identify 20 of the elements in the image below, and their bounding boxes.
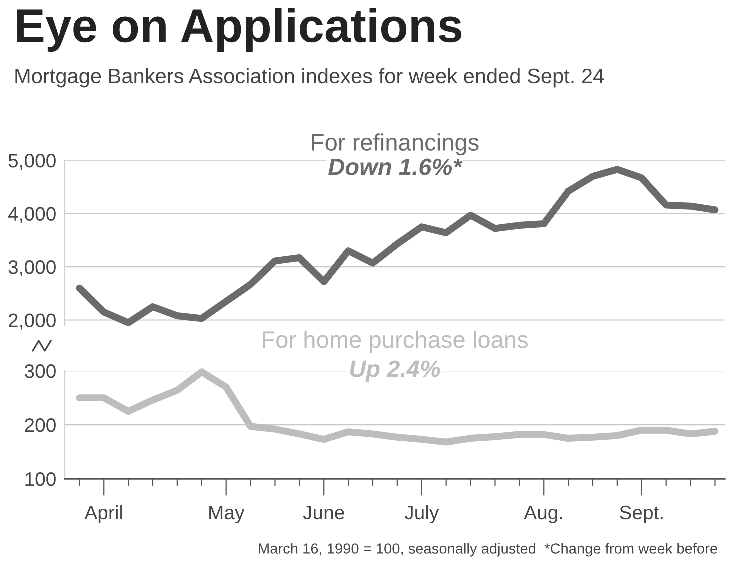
text: March 16, 1990 = 100, seasonally adjusted *Change from week before (259, 543, 718, 557)
text: For home purchase loans (263, 330, 528, 353)
x-tick-label: July (404, 505, 440, 524)
text: For refinancings (312, 134, 479, 156)
y-tick-label: 5,000 (8, 154, 56, 170)
chart-subtitle: Mortgage Bankers Association indexes for week ended Sept. 24 (16, 68, 604, 88)
x-tick-label: May (210, 506, 245, 524)
y-tick-label: 200 (25, 418, 56, 432)
y-tick-label: 300 (24, 364, 56, 378)
x-tick-label: June (303, 506, 344, 520)
y-tick-label: 100 (26, 472, 56, 486)
y-tick-label: 3,000 (8, 260, 56, 277)
annotation: Down 1.6%* (328, 158, 463, 176)
y-tick-label: 4,000 (8, 207, 56, 224)
x-tick-label: Sept. (620, 506, 663, 524)
chart-title: Eye on Applications (17, 8, 462, 52)
annotation: Up 2.4% (350, 360, 440, 382)
x-tick-label: Aug. (524, 506, 562, 524)
x-tick-label: April (84, 505, 122, 524)
y-tick-label: 2,000 (8, 314, 56, 330)
